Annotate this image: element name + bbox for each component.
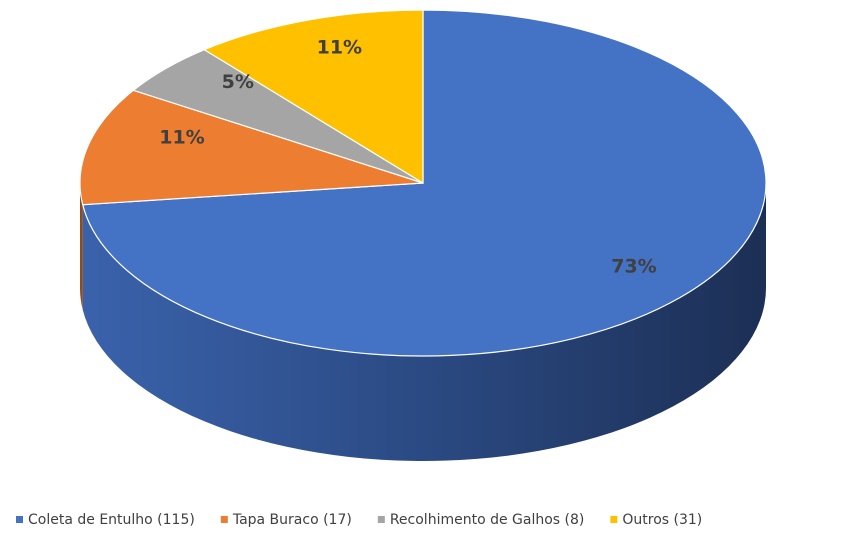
legend-label: Coleta de Entulho (115) — [28, 512, 195, 528]
data-labels: 73% 11% 5% 11% — [159, 36, 656, 277]
legend: Coleta de Entulho (115) Tapa Buraco (17) R… — [16, 512, 702, 528]
pie-slice-side — [82, 183, 767, 462]
data-label: 11% — [317, 36, 362, 58]
data-label: 11% — [159, 126, 204, 148]
legend-label: Outros (31) — [622, 512, 702, 528]
legend-swatch — [16, 516, 23, 523]
data-label: 5% — [222, 71, 254, 93]
legend-label: Tapa Buraco (17) — [232, 512, 352, 528]
legend-label: Recolhimento de Galhos (8) — [390, 512, 585, 528]
legend-swatch — [220, 516, 228, 523]
pie-top — [79, 9, 767, 357]
legend-swatch — [610, 516, 618, 523]
pie-side — [80, 183, 767, 462]
pie-slice — [81, 9, 767, 357]
pie-slice-side — [80, 183, 83, 310]
pie-slice — [203, 9, 424, 185]
data-label: 73% — [611, 255, 656, 277]
pie-slice — [79, 89, 424, 206]
legend-swatch — [377, 516, 385, 523]
